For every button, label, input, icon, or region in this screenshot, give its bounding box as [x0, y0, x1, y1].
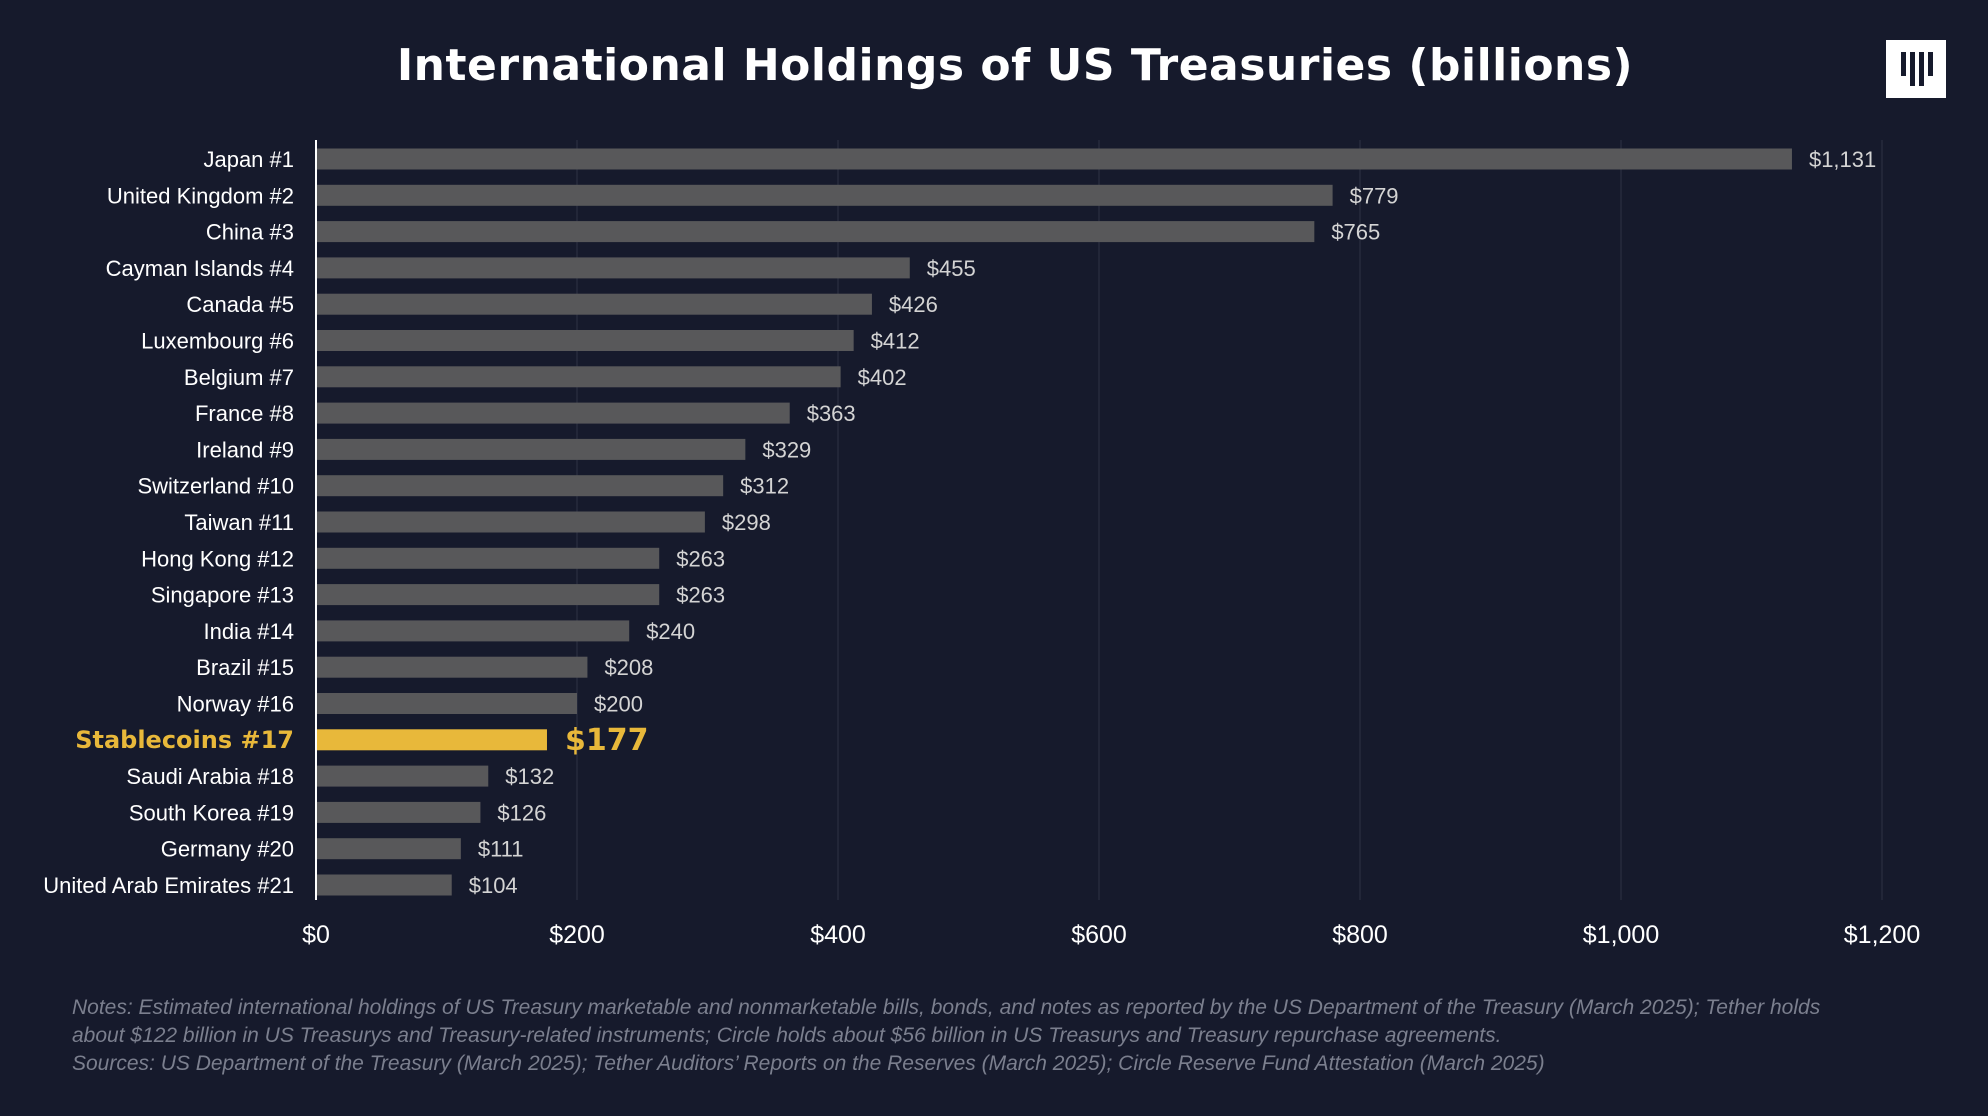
- value-label: $263: [676, 583, 725, 608]
- category-label: Hong Kong #12: [141, 546, 294, 571]
- category-label-highlight: Stablecoins #17: [75, 726, 294, 754]
- category-label: Japan #1: [203, 147, 294, 172]
- category-label: United Arab Emirates #21: [43, 873, 294, 898]
- value-label: $132: [505, 764, 554, 789]
- category-label: Saudi Arabia #18: [126, 764, 294, 789]
- category-label: Germany #20: [161, 837, 294, 862]
- bar: [317, 221, 1315, 243]
- value-label: $1,131: [1809, 147, 1876, 172]
- category-label: Cayman Islands #4: [106, 256, 294, 281]
- category-label: United Kingdom #2: [107, 183, 294, 208]
- category-label: China #3: [206, 220, 294, 245]
- value-label: $208: [604, 655, 653, 680]
- value-label: $126: [497, 800, 546, 825]
- value-label: $329: [762, 437, 811, 462]
- category-label: Taiwan #11: [184, 510, 294, 535]
- category-label: Switzerland #10: [137, 474, 294, 499]
- value-label: $200: [594, 692, 643, 717]
- sources-line: Sources: US Department of the Treasury (…: [72, 1052, 1545, 1075]
- value-label: $363: [807, 401, 856, 426]
- x-tick-label: $600: [1071, 921, 1127, 949]
- value-label: $104: [469, 873, 518, 898]
- value-label: $455: [927, 256, 976, 281]
- brand-logo-icon: [1886, 40, 1946, 98]
- value-labels: $1,131 $779 $765 $455 $426 $412 $402$363 $329 $3…: [469, 147, 1877, 898]
- bar: [317, 148, 1792, 170]
- bar: [317, 184, 1333, 206]
- bar: [317, 257, 910, 279]
- grid-lines: [576, 140, 1883, 900]
- value-label: $412: [871, 329, 920, 354]
- x-tick-label: $400: [810, 921, 866, 949]
- value-label: $426: [889, 292, 938, 317]
- notes-line-1: Notes: Estimated international holdings …: [72, 996, 1821, 1019]
- value-label: $779: [1350, 183, 1399, 208]
- category-label: Brazil #15: [196, 655, 294, 680]
- category-label: Luxembourg #6: [141, 329, 294, 354]
- x-tick-label: $1,200: [1844, 921, 1920, 949]
- value-label: $765: [1331, 220, 1380, 245]
- bar: [317, 620, 630, 642]
- category-label: Canada #5: [186, 292, 294, 317]
- bar: [317, 584, 660, 606]
- bar: [317, 874, 452, 896]
- x-tick-label: $800: [1332, 921, 1388, 949]
- x-tick-label: $1,000: [1583, 921, 1659, 949]
- category-label: India #14: [203, 619, 294, 644]
- category-label: Singapore #13: [151, 583, 294, 608]
- chart-title: International Holdings of US Treasuries …: [396, 40, 1634, 91]
- category-label: Belgium #7: [184, 365, 294, 390]
- value-label: $111: [478, 837, 524, 862]
- bar: [317, 511, 705, 533]
- category-label: Ireland #9: [196, 437, 294, 462]
- value-label: $263: [676, 546, 725, 571]
- bar: [317, 293, 872, 315]
- value-label: $402: [858, 365, 907, 390]
- bar: [317, 547, 660, 569]
- value-label-highlight: $177: [565, 723, 649, 758]
- bar: [317, 402, 790, 424]
- chart-notes: Notes: Estimated international holdings …: [72, 994, 1952, 1078]
- bar: [317, 765, 489, 787]
- category-labels: Japan #1 United Kingdom #2 China #3 Cayman …: [43, 147, 294, 898]
- bars: [317, 148, 1792, 896]
- bar-highlight: [317, 729, 547, 751]
- category-label: Norway #16: [177, 692, 294, 717]
- value-label: $298: [722, 510, 771, 535]
- bar: [317, 438, 746, 460]
- category-label: South Korea #19: [129, 800, 294, 825]
- category-label: France #8: [195, 401, 294, 426]
- bar: [317, 801, 481, 823]
- bar: [317, 656, 588, 678]
- bar: [317, 475, 724, 497]
- x-tick-label: $0: [302, 921, 330, 949]
- bar: [317, 838, 461, 860]
- x-tick-label: $200: [549, 921, 605, 949]
- bar-chart: Japan #1 United Kingdom #2 China #3 Cayman …: [43, 140, 1920, 949]
- value-label: $312: [740, 474, 789, 499]
- bar: [317, 693, 577, 714]
- bar: [317, 366, 841, 388]
- bar: [317, 330, 854, 351]
- x-axis: $0 $200 $400 $600 $800 $1,000 $1,200: [302, 140, 1920, 949]
- value-label: $240: [646, 619, 695, 644]
- notes-line-2: about $122 billion in US Treasurys and T…: [72, 1024, 1502, 1047]
